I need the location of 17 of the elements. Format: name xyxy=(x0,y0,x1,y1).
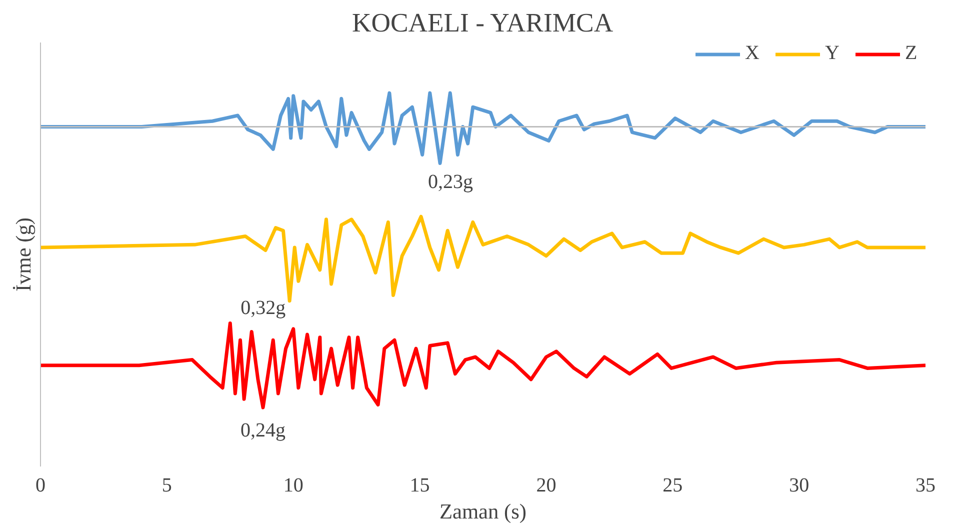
x-tick-label: 20 xyxy=(536,474,556,496)
x-tick-label: 25 xyxy=(662,474,683,496)
chart-title: KOCAELI - YARIMCA xyxy=(352,8,614,38)
y-axis-title: İvme (g) xyxy=(12,217,36,292)
x-tick-label: 15 xyxy=(410,474,430,496)
legend-label: X xyxy=(745,42,760,65)
x-tick-label: 0 xyxy=(36,474,46,496)
legend-label: Y xyxy=(825,42,840,65)
annotation: 0,24g xyxy=(240,420,286,442)
legend-label: Z xyxy=(905,42,918,65)
x-tick-label: 30 xyxy=(789,474,810,496)
x-tick-label: 35 xyxy=(916,474,936,496)
x-axis-title: Zaman (s) xyxy=(439,500,527,524)
x-tick-label: 5 xyxy=(162,474,172,496)
annotation: 0,32g xyxy=(240,296,286,319)
x-tick-label: 10 xyxy=(283,474,304,496)
annotation: 0,23g xyxy=(428,171,474,194)
